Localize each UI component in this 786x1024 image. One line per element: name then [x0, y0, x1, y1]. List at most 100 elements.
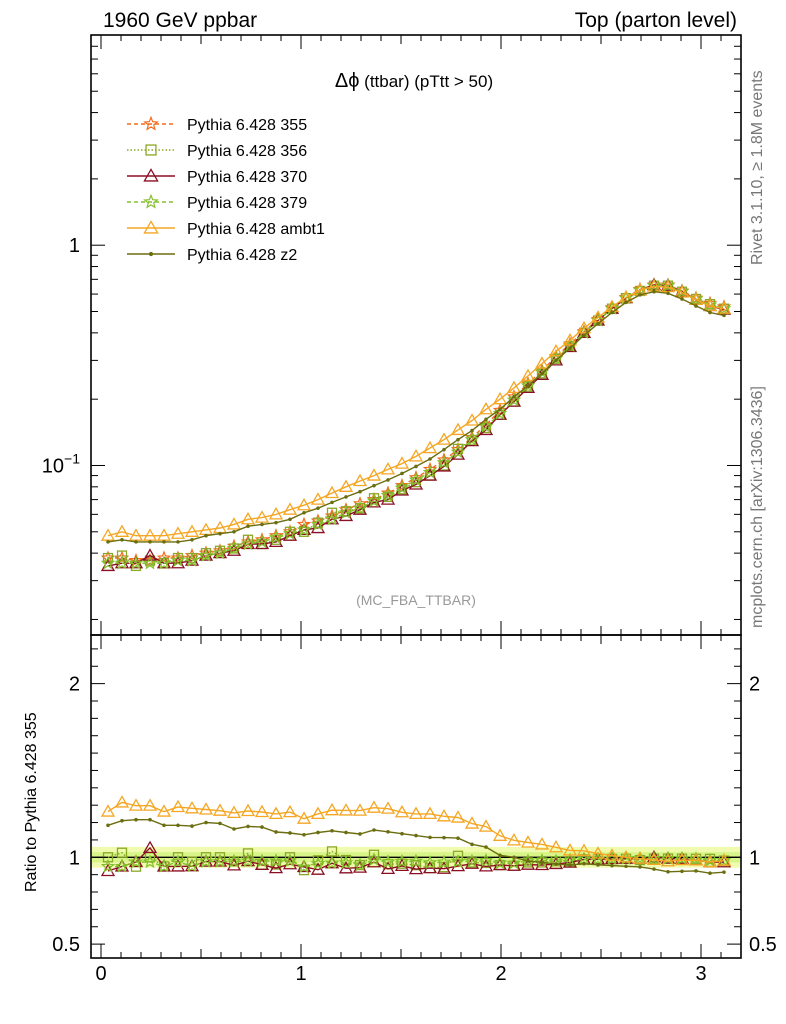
- data-point: [554, 862, 558, 866]
- data-point: [660, 278, 676, 292]
- data-point: [190, 537, 194, 542]
- data-point: [106, 823, 110, 828]
- data-point: [492, 855, 508, 870]
- data-point: [358, 832, 362, 836]
- data-point: [352, 803, 368, 816]
- data-point: [660, 851, 676, 864]
- ratio-line: [107, 801, 725, 863]
- data-point: [198, 853, 214, 868]
- data-point: [184, 800, 200, 814]
- data-point: [246, 524, 250, 529]
- data-point: [506, 380, 522, 394]
- data-point: [120, 537, 124, 542]
- data-point: [590, 851, 606, 866]
- data-point: [338, 505, 354, 519]
- data-point: [352, 496, 368, 510]
- data-point: [148, 251, 154, 257]
- data-point: [100, 804, 116, 817]
- series: [102, 280, 730, 572]
- data-point: [464, 853, 480, 868]
- data-point: [478, 419, 494, 433]
- data-point: [632, 282, 648, 297]
- data-point: [358, 489, 362, 494]
- data-point: [590, 310, 606, 323]
- x-tick-label: 3: [695, 963, 706, 985]
- data-point: [380, 801, 396, 814]
- data-point: [274, 830, 278, 834]
- data-point: [260, 522, 264, 527]
- data-point: [366, 493, 382, 508]
- data-point: [288, 831, 292, 835]
- data-point: [218, 531, 222, 536]
- data-point: [610, 310, 614, 315]
- data-point: [338, 855, 354, 869]
- data-point: [226, 517, 242, 530]
- data-point: [282, 853, 298, 867]
- data-point: [366, 800, 382, 813]
- data-point: [240, 536, 256, 550]
- data-point: [660, 278, 676, 291]
- data-point: [480, 857, 492, 869]
- series-line: [107, 284, 725, 567]
- data-point: [408, 853, 424, 868]
- data-point: [394, 477, 410, 492]
- data-point: [582, 861, 586, 866]
- data-point: [562, 843, 578, 856]
- data-point: [520, 835, 536, 848]
- data-point: [212, 545, 228, 559]
- data-point: [226, 540, 242, 555]
- data-point: [632, 851, 648, 865]
- legend-entry: Pythia 6.428 356: [127, 143, 307, 160]
- data-point: [492, 402, 508, 417]
- data-point: [302, 832, 306, 837]
- data-point: [114, 795, 130, 808]
- data-point: [142, 555, 158, 570]
- data-point: [100, 858, 116, 873]
- data-point: [478, 401, 494, 415]
- data-point: [436, 854, 452, 869]
- data-point: [212, 803, 228, 816]
- data-point: [338, 803, 354, 816]
- data-point: [708, 310, 712, 315]
- data-point: [716, 853, 732, 866]
- data-point: [268, 507, 284, 520]
- legend-entry: Pythia 6.428 ambt1: [127, 220, 325, 238]
- series-line: [107, 285, 725, 567]
- data-point: [184, 858, 200, 872]
- data-point: [352, 500, 368, 515]
- data-point: [694, 304, 698, 308]
- y-tick-label-base: 10: [42, 455, 64, 477]
- data-point: [562, 852, 578, 867]
- data-point: [548, 343, 564, 357]
- rivet-version-label: Rivet 3.1.10, ≥ 1.8M events: [749, 70, 766, 265]
- data-point: [708, 871, 712, 876]
- data-point: [324, 511, 340, 526]
- series: [106, 289, 726, 544]
- data-point: [534, 837, 550, 850]
- ratio-tick-labels: 0.5 0.5 1 1 2 2 0 1 2 3: [52, 674, 777, 985]
- data-point: [114, 524, 130, 537]
- series-line: [107, 285, 725, 537]
- data-point: [128, 555, 144, 569]
- legend-label: Pythia 6.428 356: [187, 143, 307, 160]
- data-point: [666, 869, 670, 874]
- data-point: [380, 854, 396, 869]
- data-point: [520, 378, 536, 393]
- data-point: [722, 870, 726, 874]
- data-point: [408, 861, 424, 875]
- data-point: [156, 858, 172, 873]
- data-point: [176, 540, 180, 544]
- data-point: [380, 462, 396, 475]
- data-point: [114, 858, 130, 873]
- data-point: [422, 806, 438, 820]
- data-point: [470, 428, 474, 433]
- data-point: [106, 540, 110, 544]
- data-point: [310, 492, 326, 505]
- data-point: [114, 555, 130, 570]
- data-point: [386, 830, 390, 834]
- series-line: [107, 290, 725, 543]
- data-point: [372, 828, 376, 832]
- data-point: [694, 869, 698, 873]
- ratio-series: [106, 817, 726, 876]
